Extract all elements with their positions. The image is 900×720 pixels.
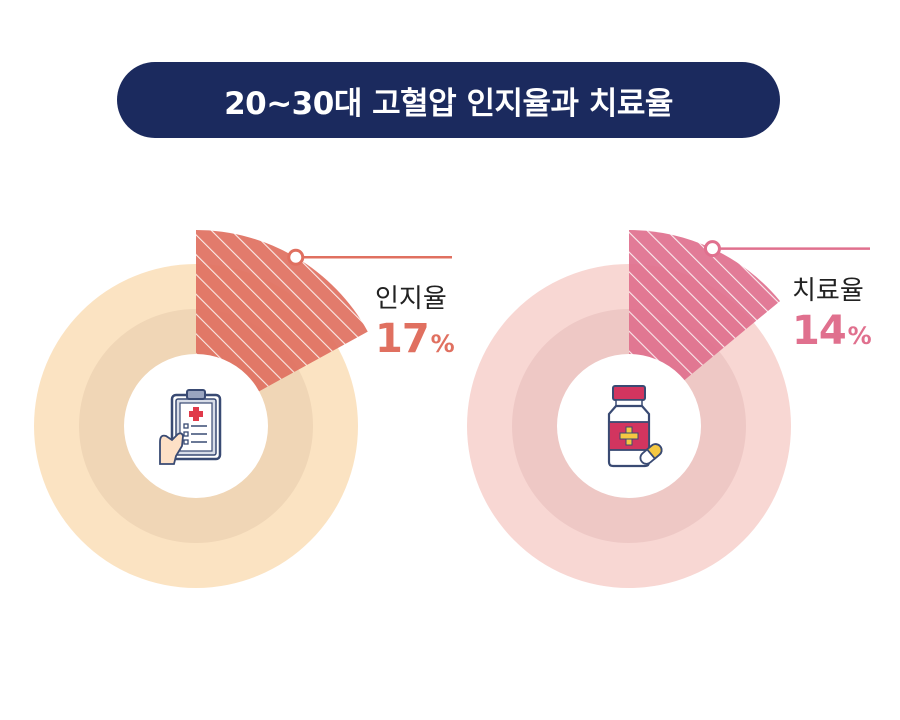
awareness-value-number: 17	[375, 316, 430, 362]
treatment-label: 치료율	[792, 276, 864, 306]
treatment-value: 14%	[792, 308, 872, 354]
awareness-donut	[34, 230, 452, 588]
awareness-marker-dot	[287, 248, 305, 266]
clipboard-icon	[159, 389, 222, 465]
medicine-bottle-icon	[607, 385, 663, 468]
title-banner: 20~30대 고혈압 인지율과 치료율	[117, 62, 780, 138]
awareness-value: 17%	[375, 316, 455, 362]
treatment-marker-dot	[703, 240, 721, 258]
treatment-value-number: 14	[792, 308, 847, 354]
awareness-value-unit: %	[430, 330, 455, 358]
treatment-donut	[467, 230, 870, 588]
awareness-label: 인지율	[375, 284, 447, 314]
chart-title: 20~30대 고혈압 인지율과 치료율	[224, 85, 673, 122]
treatment-value-unit: %	[847, 322, 872, 350]
